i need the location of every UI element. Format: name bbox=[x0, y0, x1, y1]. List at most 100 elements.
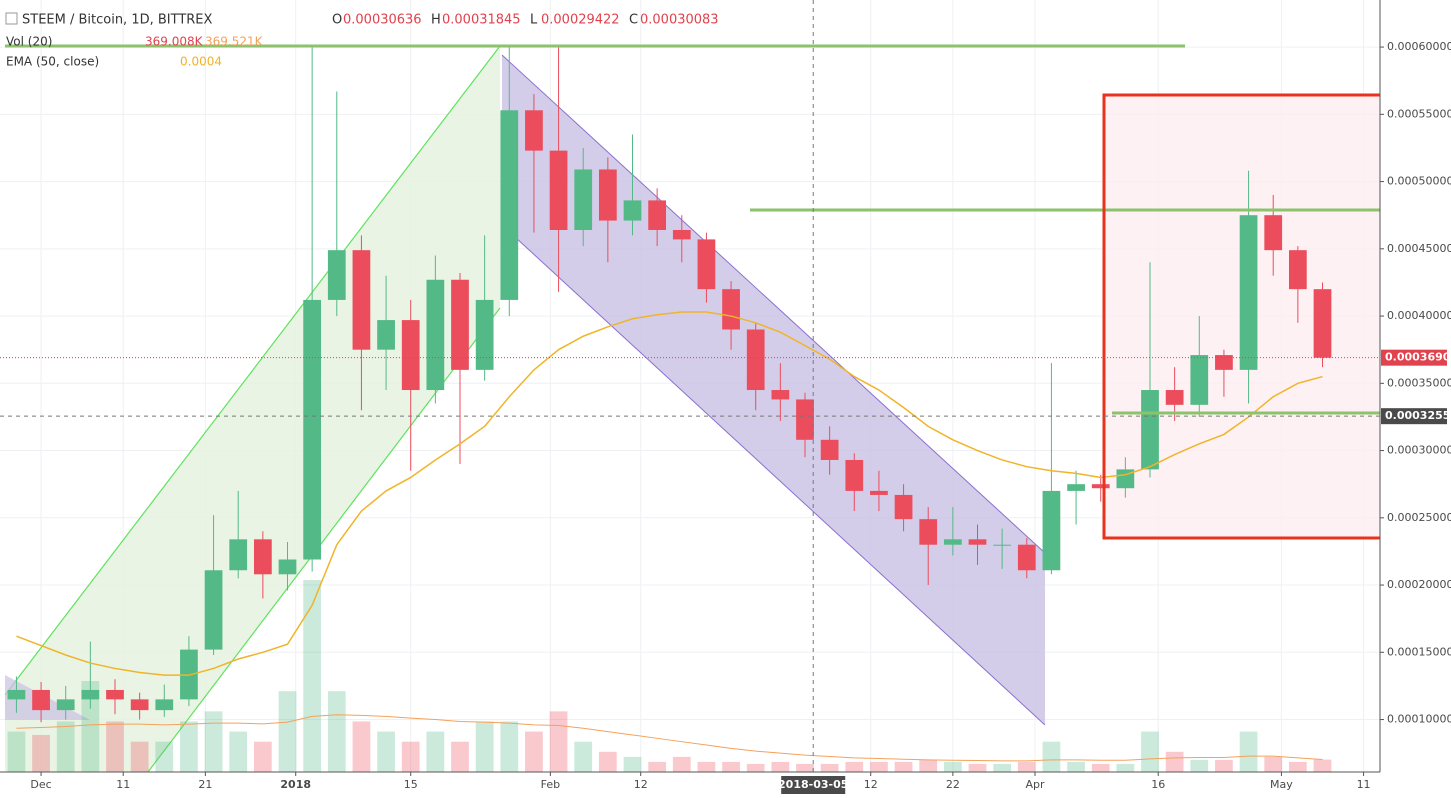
volume-bar bbox=[32, 734, 50, 772]
volume-bar bbox=[106, 721, 124, 772]
title: STEEM / Bitcoin, 1D, BITTREX bbox=[22, 13, 213, 28]
green-channel bbox=[5, 46, 500, 772]
candle-body bbox=[919, 519, 938, 545]
volume-bar bbox=[623, 756, 642, 772]
candle-body bbox=[525, 110, 543, 151]
candle-body bbox=[1190, 355, 1209, 405]
volume-bar bbox=[401, 741, 420, 772]
candle-body bbox=[771, 390, 790, 400]
volume-ma-value: 369.521K bbox=[205, 35, 264, 49]
volume-ma bbox=[16, 714, 1323, 762]
x-tick-label: Feb bbox=[541, 778, 560, 791]
candle-body bbox=[722, 289, 740, 330]
volume-bar bbox=[968, 763, 987, 772]
ohlc-label: L bbox=[530, 13, 538, 28]
candle-body bbox=[968, 539, 987, 545]
candle-body bbox=[623, 200, 642, 221]
y-tick-label: 0.00045000 bbox=[1387, 242, 1451, 255]
candle-body bbox=[56, 699, 75, 711]
ema-value: 0.0004 bbox=[180, 55, 222, 69]
volume-bar bbox=[598, 751, 617, 772]
axis-layer: 0.00010000 0.00015000 0.00020000 0.00025000… bbox=[30, 40, 1451, 794]
candle-body bbox=[1017, 544, 1036, 571]
candle-body bbox=[352, 250, 371, 350]
candle-body bbox=[845, 459, 864, 491]
candle-body bbox=[796, 399, 814, 440]
y-tick-label: 0.00060000 bbox=[1387, 40, 1451, 53]
x-tick-label: Apr bbox=[1025, 778, 1045, 791]
volume-bar bbox=[278, 691, 297, 772]
volume-bar bbox=[475, 721, 494, 772]
candle-body bbox=[327, 250, 346, 300]
volume-bar bbox=[1042, 741, 1061, 772]
x-tick-label: 2018 bbox=[280, 778, 311, 791]
candle-body bbox=[870, 490, 888, 495]
candle-body bbox=[1288, 250, 1307, 290]
x-tick-label: 11 bbox=[116, 778, 130, 791]
candle-body bbox=[697, 239, 716, 290]
candle-body bbox=[672, 229, 691, 240]
volume-bar bbox=[1288, 761, 1307, 772]
y-tick-label: 0.00050000 bbox=[1387, 175, 1451, 188]
volume-bar bbox=[549, 711, 568, 772]
volume-bar bbox=[327, 691, 346, 772]
channel-line bbox=[501, 54, 1046, 554]
x-tick-label: May bbox=[1270, 778, 1293, 791]
volume-bar bbox=[1190, 759, 1209, 772]
x-tick-label: 16 bbox=[1151, 778, 1165, 791]
candle-body bbox=[377, 320, 395, 350]
candle-body bbox=[451, 279, 469, 370]
ohlc-value: 0.00030083 bbox=[640, 13, 719, 28]
volume-name: Vol (20) bbox=[6, 35, 52, 49]
volume-bar bbox=[919, 759, 938, 772]
channel-line bbox=[501, 224, 1046, 726]
volume-bar bbox=[525, 731, 543, 772]
candle-body bbox=[1264, 215, 1283, 251]
x-tick-label: 22 bbox=[946, 778, 960, 791]
candle-body bbox=[106, 689, 124, 700]
volume-bar bbox=[155, 741, 174, 772]
candle-body bbox=[648, 200, 667, 230]
ohlc-value: 0.00030636 bbox=[343, 13, 422, 28]
y-tick-label: 0.00030000 bbox=[1387, 444, 1451, 457]
candle-body bbox=[426, 279, 445, 391]
channel-line bbox=[4, 45, 501, 696]
volume-bar bbox=[894, 761, 913, 772]
volume-bar bbox=[81, 681, 100, 772]
candle-body bbox=[278, 559, 297, 575]
x-tick-label: 11 bbox=[1357, 778, 1371, 791]
volume-bar bbox=[253, 741, 272, 772]
collapse-icon[interactable] bbox=[5, 12, 18, 25]
volume-bar bbox=[648, 761, 667, 772]
ohlc-label: O bbox=[332, 13, 342, 28]
volume-bar bbox=[130, 741, 149, 772]
ohlc-value: 0.00029422 bbox=[541, 13, 620, 28]
purple-channel bbox=[502, 55, 1045, 725]
candle-body bbox=[1067, 484, 1085, 491]
volume-bar bbox=[697, 761, 716, 772]
crosshair-price-label: 0.00032556 bbox=[1385, 409, 1451, 422]
header: STEEM / Bitcoin, 1D, BITTREX Vol (20) 36… bbox=[5, 12, 264, 69]
candle-body bbox=[32, 689, 50, 711]
candle-body bbox=[155, 699, 174, 711]
volume-bar bbox=[1215, 759, 1233, 772]
volume-bar bbox=[7, 731, 26, 772]
candle-body bbox=[1239, 215, 1258, 370]
volume-bar bbox=[1141, 731, 1159, 772]
volume-bar bbox=[352, 721, 371, 772]
y-tick-label: 0.00020000 bbox=[1387, 578, 1451, 591]
volume-bar bbox=[574, 741, 593, 772]
volume-bar bbox=[377, 731, 395, 772]
last-price-box bbox=[1381, 349, 1447, 366]
volume-bar bbox=[180, 721, 198, 772]
volume-value: 369.008K bbox=[145, 35, 204, 49]
price-axis-bg bbox=[1380, 0, 1451, 794]
candle-body bbox=[549, 150, 568, 230]
x-tick-label: 21 bbox=[198, 778, 212, 791]
overlay-layer bbox=[0, 0, 1380, 772]
y-tick-label: 0.00010000 bbox=[1387, 713, 1451, 726]
volume-bar bbox=[771, 761, 790, 772]
candle-layer bbox=[7, 47, 1332, 723]
candle-body bbox=[7, 689, 26, 700]
candle-body bbox=[1313, 289, 1332, 358]
